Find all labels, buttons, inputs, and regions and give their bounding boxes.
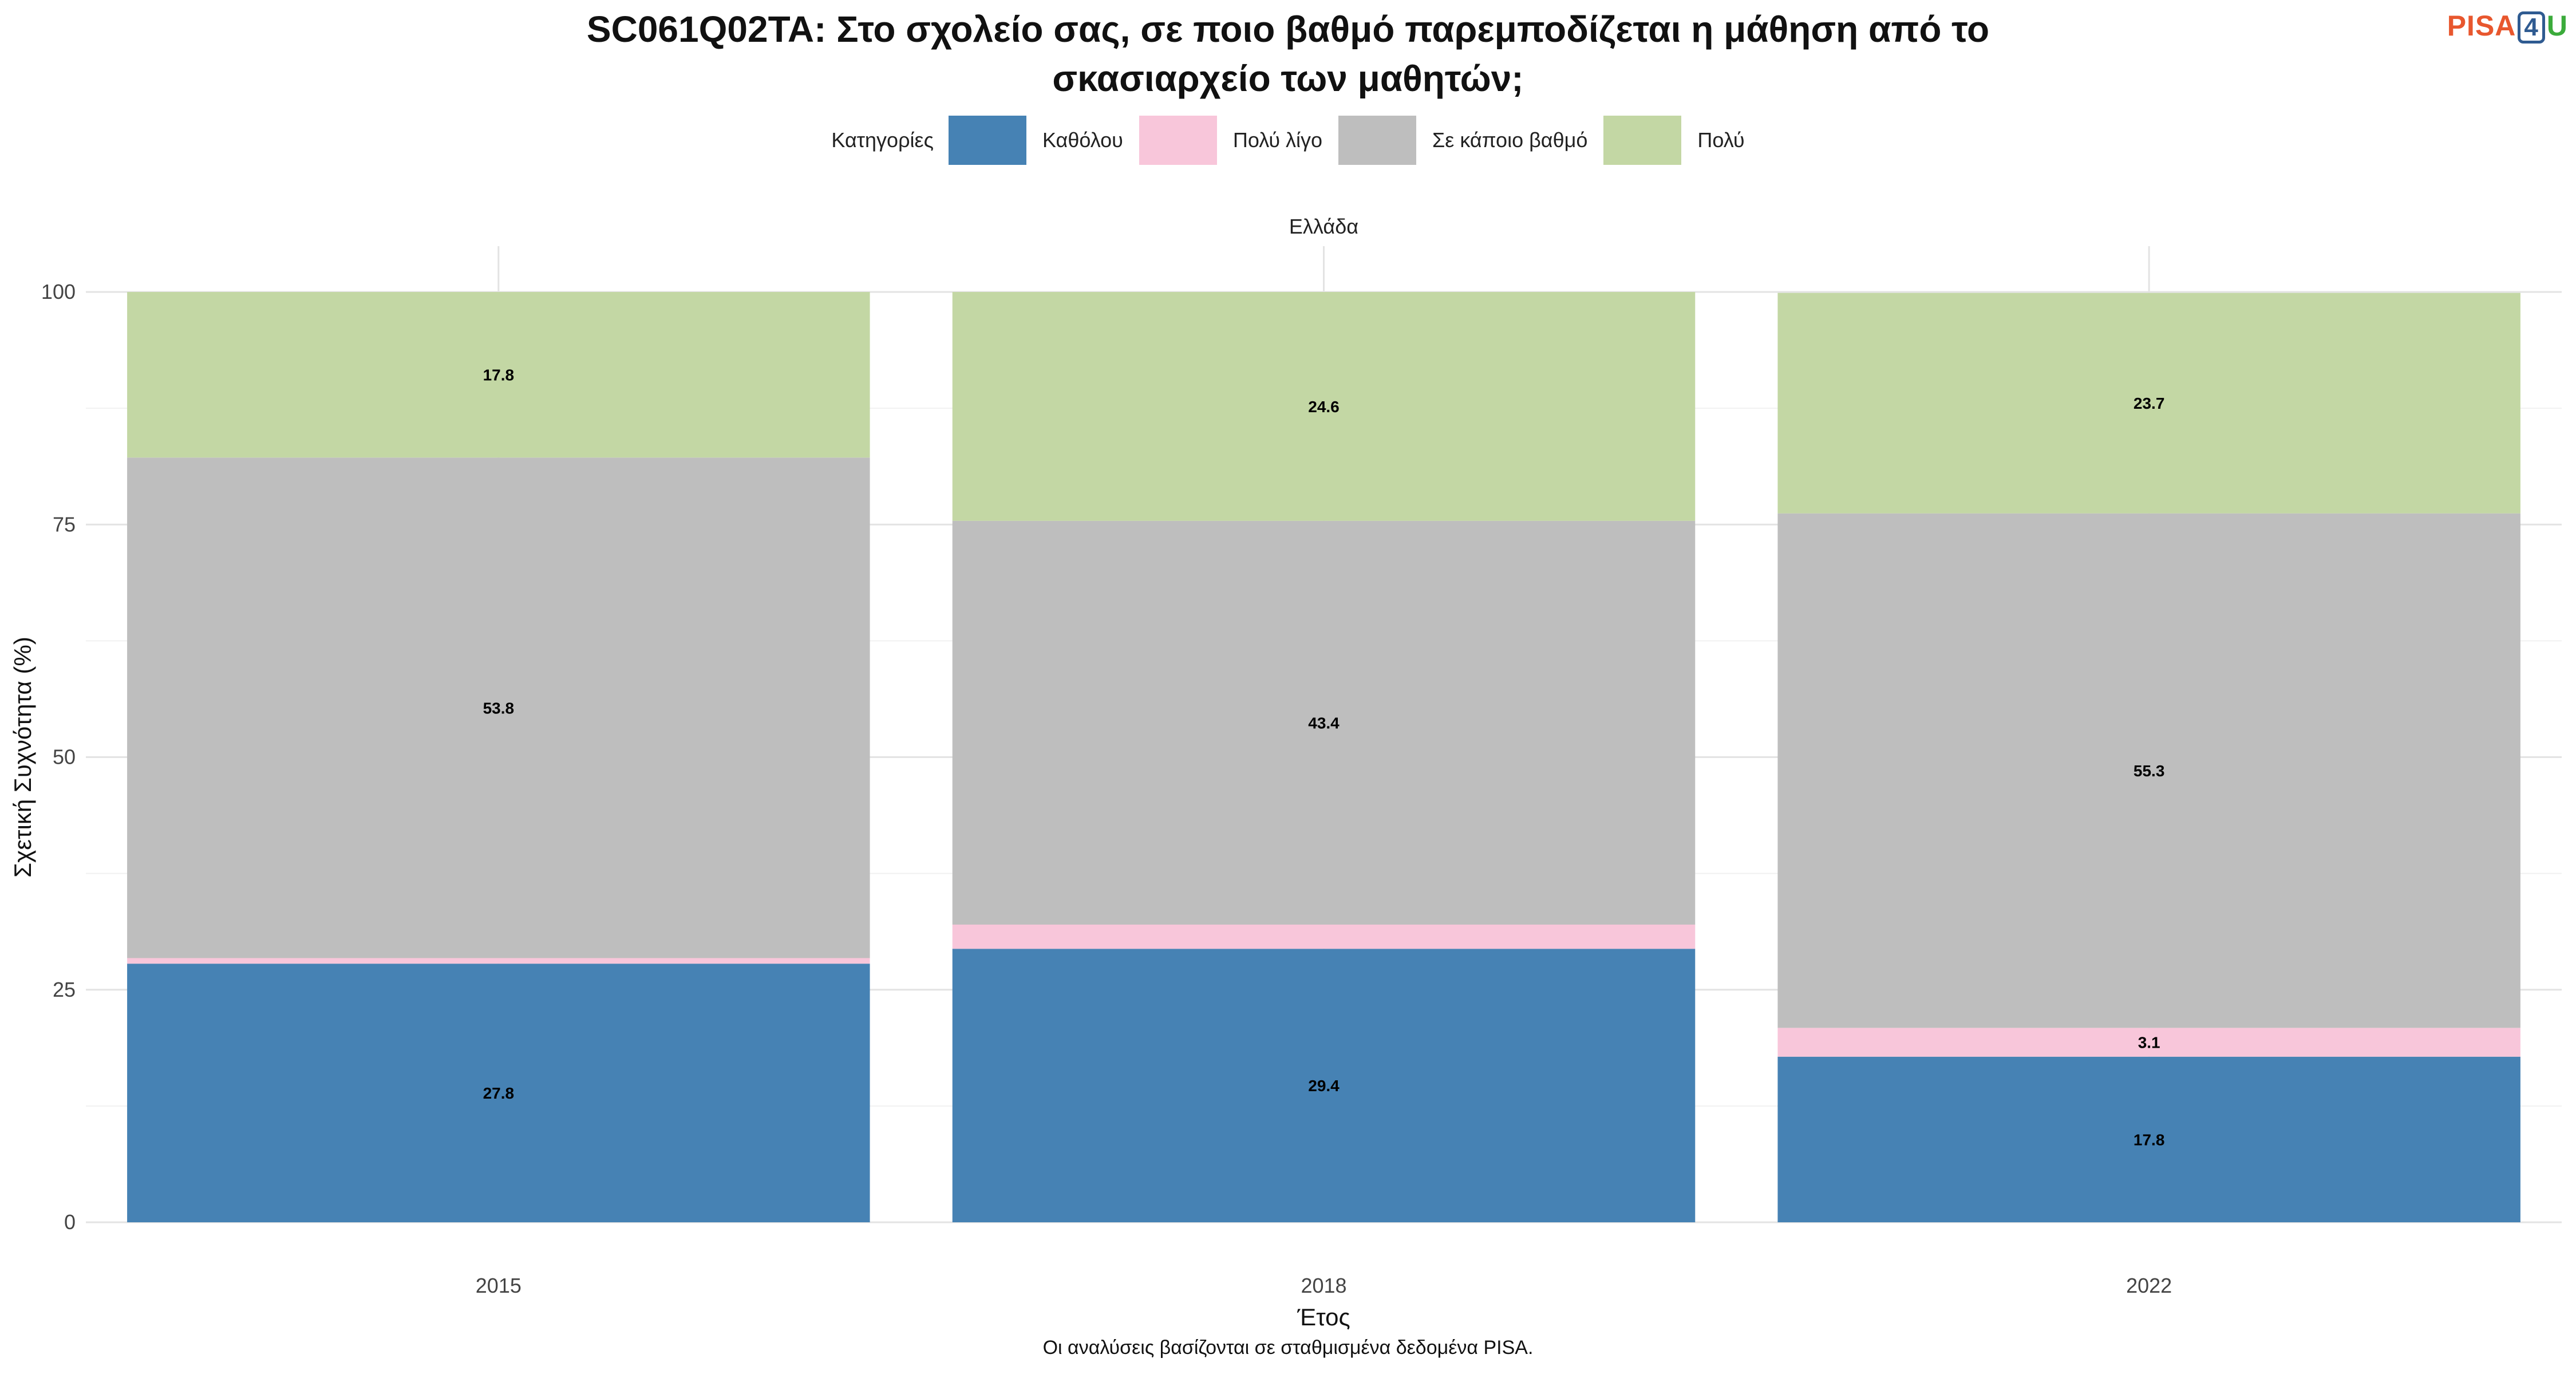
data-label: 27.8 — [483, 1084, 515, 1102]
x-tick-label: 2018 — [1301, 1274, 1346, 1297]
data-label: 53.8 — [483, 699, 515, 717]
legend-label: Πολύ λίγο — [1232, 128, 1323, 152]
facet-label: Ελλάδα — [1289, 215, 1358, 238]
bar-segment — [952, 925, 1696, 949]
legend-swatch — [1603, 116, 1682, 165]
bar-segment — [952, 949, 1696, 1222]
y-axis-title: Σχετική Συχνότητα (%) — [9, 637, 36, 878]
y-tick-label: 75 — [53, 512, 76, 536]
data-label: 17.8 — [483, 366, 515, 384]
bar-segment — [1777, 293, 2520, 514]
chart-caption: Οι αναλύσεις βασίζονται σε σταθμισμένα δ… — [1042, 1337, 1534, 1359]
legend-item-poly-ligo: Πολύ λίγο — [1139, 116, 1322, 165]
bar-segment — [952, 520, 1696, 925]
data-label: 29.4 — [1308, 1077, 1340, 1095]
legend-swatch — [1338, 116, 1417, 165]
bar-segment — [127, 292, 870, 458]
legend-swatch — [948, 116, 1026, 165]
legend: Κατηγορίες Καθόλου Πολύ λίγο Σε κάποιο β… — [0, 116, 2576, 165]
chart-title: SC061Q02TA: Στο σχολείο σας, σε ποιο βαθ… — [0, 5, 2576, 103]
legend-item-se-kapoio-vathmo: Σε κάποιο βαθμό — [1338, 116, 1587, 165]
bar-segment — [1777, 1056, 2520, 1222]
data-label: 23.7 — [2134, 394, 2165, 412]
legend-item-poly: Πολύ — [1603, 116, 1745, 165]
logo-text-four: 4 — [2518, 11, 2545, 44]
y-tick-label: 25 — [53, 978, 76, 1001]
legend-swatch — [1139, 116, 1217, 165]
logo-text-pisa: PISA — [2447, 10, 2516, 42]
x-axis-title: Έτος — [1297, 1304, 1350, 1330]
legend-label: Πολύ — [1697, 128, 1745, 152]
bar-segment — [127, 964, 870, 1222]
bar-segment — [1777, 1028, 2520, 1057]
y-tick-label: 50 — [53, 745, 76, 769]
y-tick-label: 100 — [41, 280, 76, 303]
logo-text-u: U — [2546, 10, 2568, 42]
chart-title-line-1: SC061Q02TA: Στο σχολείο σας, σε ποιο βαθ… — [586, 9, 1990, 50]
y-tick-label: 0 — [64, 1210, 76, 1234]
x-tick-label: 2015 — [476, 1274, 521, 1297]
bar-segment — [1777, 513, 2520, 1028]
bar-segment — [127, 457, 870, 958]
legend-title: Κατηγορίες — [831, 128, 934, 152]
data-label: 24.6 — [1308, 398, 1340, 416]
data-label: 43.4 — [1308, 714, 1340, 732]
data-label: 3.1 — [2138, 1034, 2160, 1052]
pisa4u-logo: PISA 4 U — [2447, 9, 2568, 44]
bar-segment — [127, 958, 870, 964]
bar-segment — [952, 292, 1696, 521]
chart-title-line-2: σκασιαρχείο των μαθητών; — [1052, 58, 1524, 99]
legend-item-kathólou: Καθόλου — [948, 116, 1123, 165]
data-label: 17.8 — [2134, 1131, 2165, 1148]
data-label: 55.3 — [2134, 762, 2165, 780]
legend-label: Καθόλου — [1042, 128, 1123, 152]
legend-label: Σε κάποιο βαθμό — [1432, 128, 1588, 152]
x-tick-label: 2022 — [2126, 1274, 2172, 1297]
